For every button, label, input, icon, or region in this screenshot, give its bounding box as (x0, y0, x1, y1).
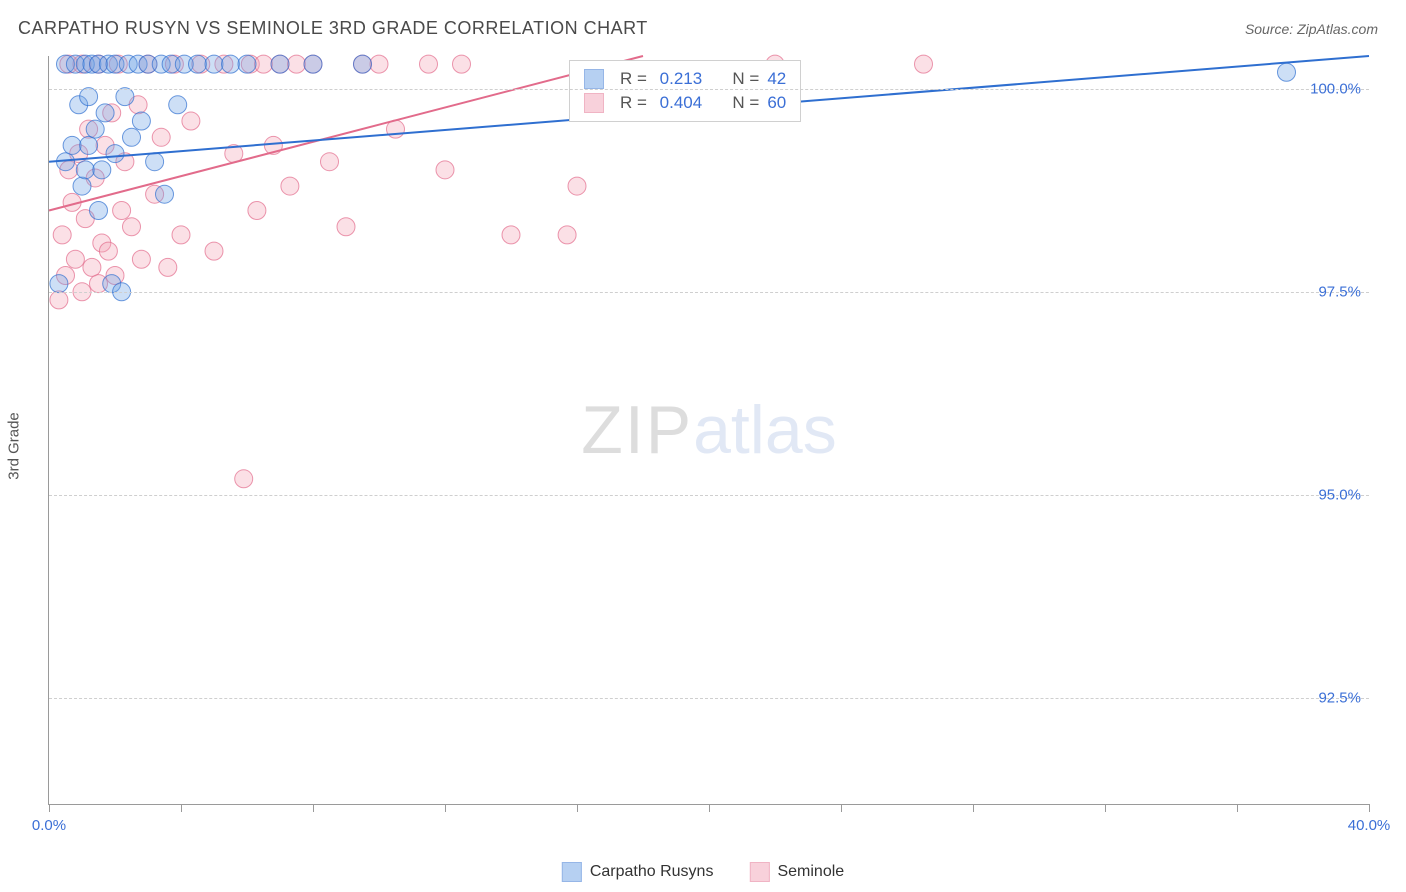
x-tick (709, 804, 710, 812)
gridline-h (49, 292, 1369, 293)
x-tick (577, 804, 578, 812)
swatch-icon (562, 862, 582, 882)
y-tick-label: 97.5% (1318, 283, 1361, 300)
x-tick (973, 804, 974, 812)
y-tick-label: 92.5% (1318, 690, 1361, 707)
gridline-h (49, 89, 1369, 90)
stat-row-carpatho: R = 0.213 N = 42 (584, 67, 786, 91)
x-tick (1237, 804, 1238, 812)
scatter-svg (49, 56, 1369, 804)
x-tick (313, 804, 314, 812)
source-label: Source: ZipAtlas.com (1245, 21, 1378, 37)
chart-title: CARPATHO RUSYN VS SEMINOLE 3RD GRADE COR… (18, 18, 648, 39)
legend-label: Carpatho Rusyns (590, 863, 714, 880)
gridline-h (49, 495, 1369, 496)
y-tick-label: 95.0% (1318, 487, 1361, 504)
legend-item-carpatho: Carpatho Rusyns (562, 862, 714, 882)
legend: Carpatho Rusyns Seminole (562, 862, 844, 882)
y-tick-label: 100.0% (1310, 80, 1361, 97)
swatch-icon (749, 862, 769, 882)
x-tick (445, 804, 446, 812)
x-tick-label: 40.0% (1348, 817, 1391, 834)
x-tick (181, 804, 182, 812)
stat-row-seminole: R = 0.404 N = 60 (584, 91, 786, 115)
correlation-stat-box: R = 0.213 N = 42R = 0.404 N = 60 (569, 60, 801, 122)
chart-plot-area: ZIPatlas R = 0.213 N = 42R = 0.404 N = 6… (48, 56, 1369, 805)
x-tick (841, 804, 842, 812)
legend-item-seminole: Seminole (749, 862, 844, 882)
x-tick (49, 804, 50, 812)
swatch-icon (584, 93, 604, 113)
x-tick-label: 0.0% (32, 817, 66, 834)
x-tick (1369, 804, 1370, 812)
legend-label: Seminole (777, 863, 844, 880)
x-tick (1105, 804, 1106, 812)
y-axis-label: 3rd Grade (6, 412, 23, 480)
gridline-h (49, 698, 1369, 699)
swatch-icon (584, 69, 604, 89)
